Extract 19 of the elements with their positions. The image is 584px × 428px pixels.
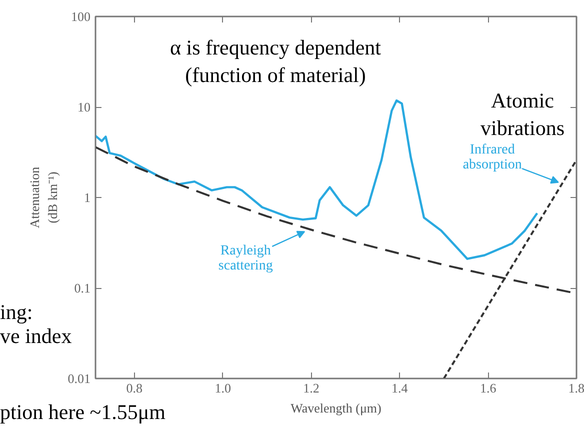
y-tick-label: 10 [78, 100, 90, 114]
x-axis-title: Wavelength (μm) [290, 400, 382, 416]
annotation: α is frequency dependent (function of material) [170, 36, 382, 88]
text: ing: ve index [0, 300, 72, 348]
y-axis-title: Attenuation (dB km⁻¹) [26, 166, 60, 228]
x-tick-label: 1.4 [392, 380, 408, 396]
y-tick-label: 100 [71, 9, 90, 24]
y-tick-label: 0.1 [74, 280, 90, 296]
x-tick-label: 1.0 [214, 380, 231, 396]
annotation: Infrared absorption [462, 142, 522, 172]
text: ption here ~1.55μm [0, 400, 166, 424]
x-tick-label: 1.2 [303, 380, 320, 396]
x-tick-label: 0.8 [126, 380, 143, 396]
x-tick-label: 1.8 [568, 380, 584, 396]
y-tick-label: 0.01 [68, 371, 90, 386]
y-tick-label: 1 [84, 190, 90, 205]
annotation: Rayleigh scattering [218, 244, 273, 274]
annotation: Atomic vibrations [480, 88, 565, 140]
x-tick-label: 1.6 [480, 380, 497, 396]
